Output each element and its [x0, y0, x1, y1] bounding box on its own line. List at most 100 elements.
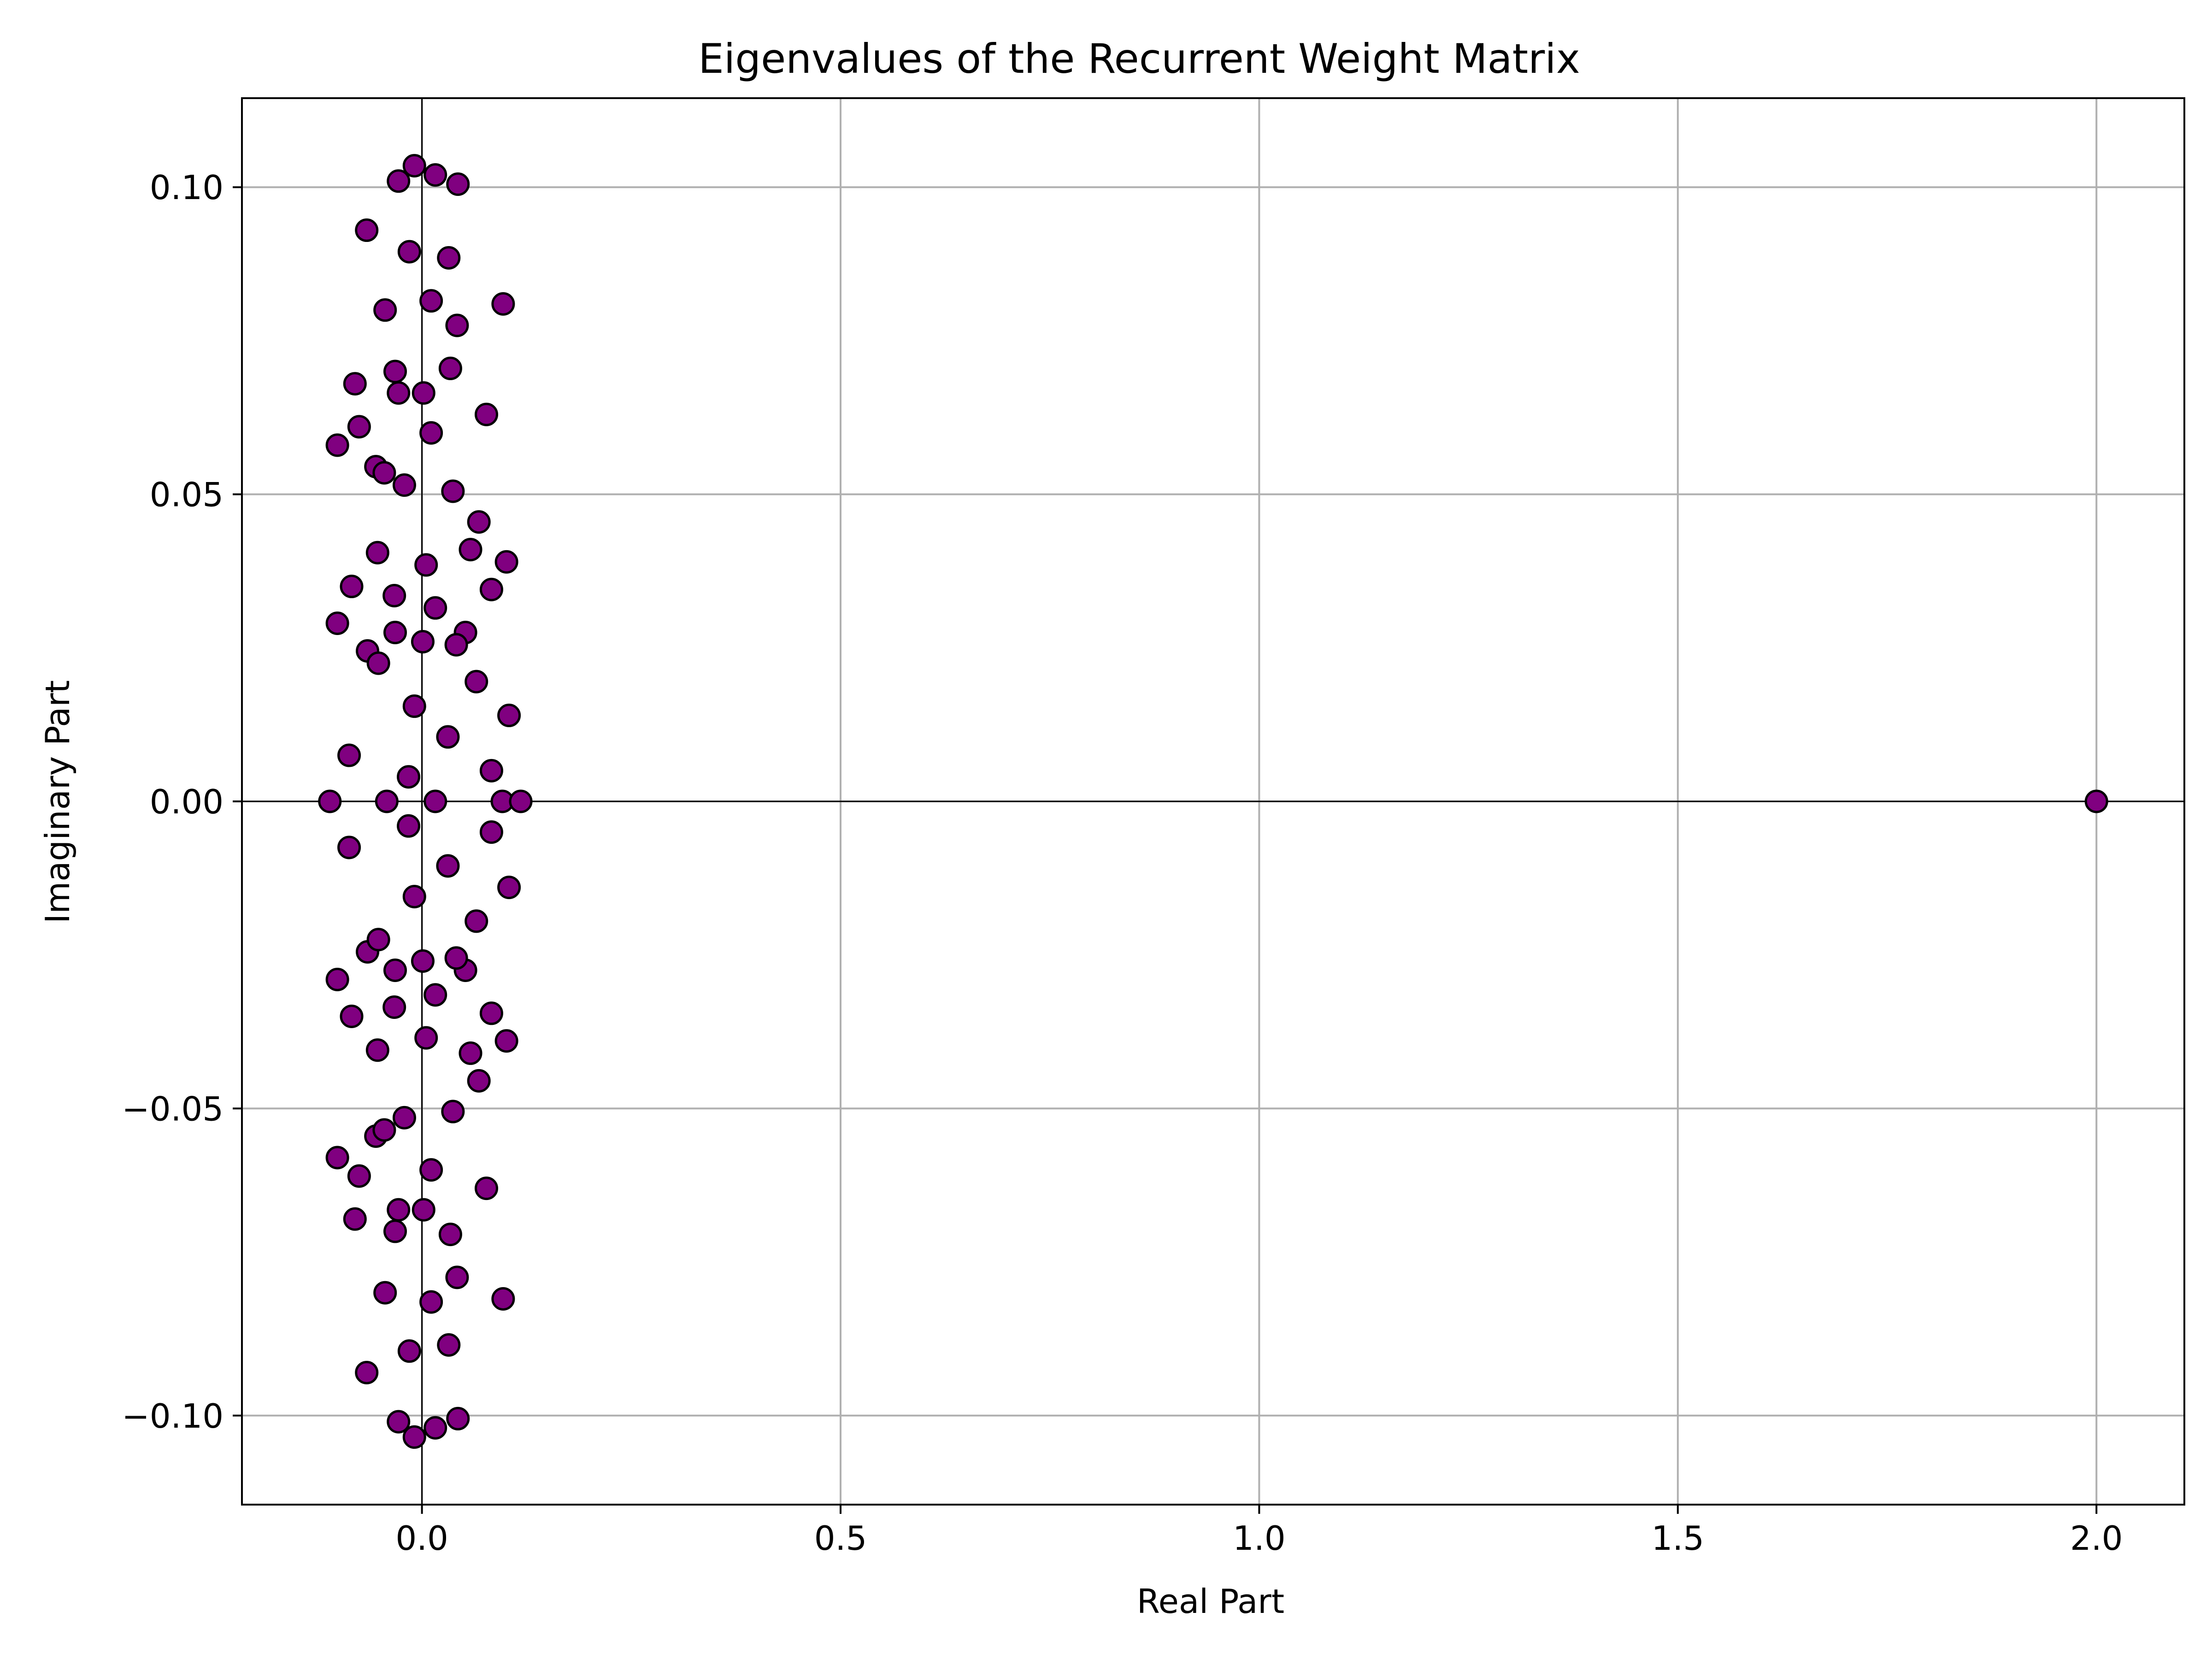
eigenvalue-point	[497, 703, 521, 727]
eigenvalue-point	[373, 298, 397, 322]
eigenvalue-point	[419, 289, 443, 313]
eigenvalue-point	[318, 789, 342, 813]
eigenvalue-point	[438, 1223, 462, 1247]
eigenvalue-point	[382, 995, 406, 1019]
eigenvalue-point	[479, 577, 503, 601]
eigenvalue-point	[375, 789, 399, 813]
eigenvalue-point	[479, 820, 503, 844]
eigenvalue-point	[437, 1333, 461, 1357]
eigenvalue-point	[467, 1069, 491, 1093]
eigenvalue-point	[383, 959, 407, 982]
eigenvalue-point	[365, 541, 389, 565]
eigenvalue-point	[497, 876, 521, 900]
x-tick-label: 0.5	[814, 1519, 867, 1558]
eigenvalue-point	[424, 163, 447, 187]
eigenvalue-point	[383, 359, 407, 383]
eigenvalue-point	[441, 479, 465, 503]
eigenvalue-point	[479, 759, 503, 782]
eigenvalue-point	[441, 1100, 465, 1124]
eigenvalue-point	[419, 421, 443, 445]
eigenvalue-point	[445, 313, 469, 337]
chart-title: Eigenvalues of the Recurrent Weight Matr…	[698, 35, 1580, 82]
eigenvalue-point	[343, 1207, 367, 1231]
eigenvalue-point	[340, 1004, 364, 1028]
eigenvalue-point	[424, 596, 447, 620]
y-tick-label: 0.05	[150, 476, 224, 514]
eigenvalue-point	[373, 1281, 397, 1305]
eigenvalue-point	[437, 246, 461, 270]
eigenvalue-point	[459, 1041, 482, 1065]
eigenvalue-point	[337, 743, 361, 767]
eigenvalue-point	[387, 1410, 411, 1434]
eigenvalue-point	[347, 415, 371, 439]
reference-lines	[242, 98, 2184, 1505]
x-axis-ticks: 0.0 0.5 1.0 1.5 2.0	[395, 1505, 2123, 1558]
x-tick-label: 1.0	[1233, 1519, 1286, 1558]
eigenvalue-point	[412, 381, 435, 405]
eigenvalue-point	[475, 402, 499, 426]
eigenvalue-point	[387, 169, 411, 193]
x-axis-label: Real Part	[1137, 1582, 1284, 1621]
eigenvalue-point	[382, 584, 406, 608]
eigenvalue-point	[465, 670, 488, 694]
eigenvalue-point	[424, 983, 447, 1007]
eigenvalue-point	[372, 1118, 396, 1142]
eigenvalue-point	[337, 835, 361, 859]
data-points	[318, 154, 2108, 1449]
eigenvalue-point	[419, 1290, 443, 1314]
eigenvalue-point	[414, 1026, 438, 1050]
eigenvalue-point	[412, 1198, 435, 1222]
eigenvalue-point	[383, 1219, 407, 1243]
eigenvalue-point	[392, 1106, 416, 1130]
x-tick-label: 0.0	[395, 1519, 448, 1558]
eigenvalue-point	[424, 1416, 447, 1440]
eigenvalue-point	[436, 725, 460, 749]
eigenvalue-point	[366, 651, 390, 675]
eigenvalue-point	[340, 575, 364, 599]
eigenvalue-point	[467, 510, 491, 534]
eigenvalue-point	[387, 381, 411, 405]
eigenvalue-point	[436, 854, 460, 878]
eigenvalue-point	[397, 240, 421, 264]
x-tick-label: 1.5	[1652, 1519, 1705, 1558]
eigenvalue-point	[325, 967, 349, 991]
eigenvalue-point	[509, 789, 533, 813]
eigenvalue-point	[325, 612, 349, 635]
eigenvalue-point	[446, 172, 470, 196]
eigenvalue-point	[411, 629, 435, 653]
eigenvalue-point	[419, 1158, 443, 1182]
eigenvalue-point	[424, 789, 447, 813]
eigenvalue-point	[444, 633, 468, 657]
eigenvalue-point	[491, 292, 515, 316]
eigenvalue-point	[387, 1198, 411, 1222]
y-axis-label: Imaginary Part	[38, 680, 77, 924]
eigenvalue-point	[402, 1425, 426, 1449]
eigenvalue-point	[397, 814, 421, 838]
eigenvalue-point	[459, 538, 482, 562]
eigenvalue-point	[365, 1038, 389, 1062]
eigenvalue-point	[445, 1265, 469, 1289]
eigenvalue-point	[414, 553, 438, 577]
eigenvalue-point	[411, 949, 435, 973]
eigenvalue-point	[325, 1146, 349, 1170]
eigenvalue-point	[475, 1177, 499, 1200]
eigenvalue-point	[494, 1029, 518, 1053]
eigenvalue-point	[446, 1406, 470, 1430]
eigenvalue-point	[494, 550, 518, 574]
eigenvalue-point	[347, 1164, 371, 1188]
eigenvalue-point	[372, 461, 396, 485]
eigenvalue-point	[397, 1339, 421, 1363]
eigenvalue-point	[392, 473, 416, 497]
eigenvalue-point	[402, 885, 426, 909]
y-tick-label: 0.10	[150, 168, 224, 207]
eigenvalue-point	[479, 1001, 503, 1025]
eigenvalue-point	[355, 218, 379, 242]
eigenvalue-point	[325, 433, 349, 457]
eigenvalue-point	[402, 154, 426, 178]
y-axis-ticks: −0.10 −0.05 0.00 0.05 0.10	[122, 168, 242, 1435]
eigenvalue-point	[343, 372, 367, 396]
y-tick-label: −0.10	[122, 1397, 224, 1435]
eigenvalue-point	[491, 1287, 515, 1311]
